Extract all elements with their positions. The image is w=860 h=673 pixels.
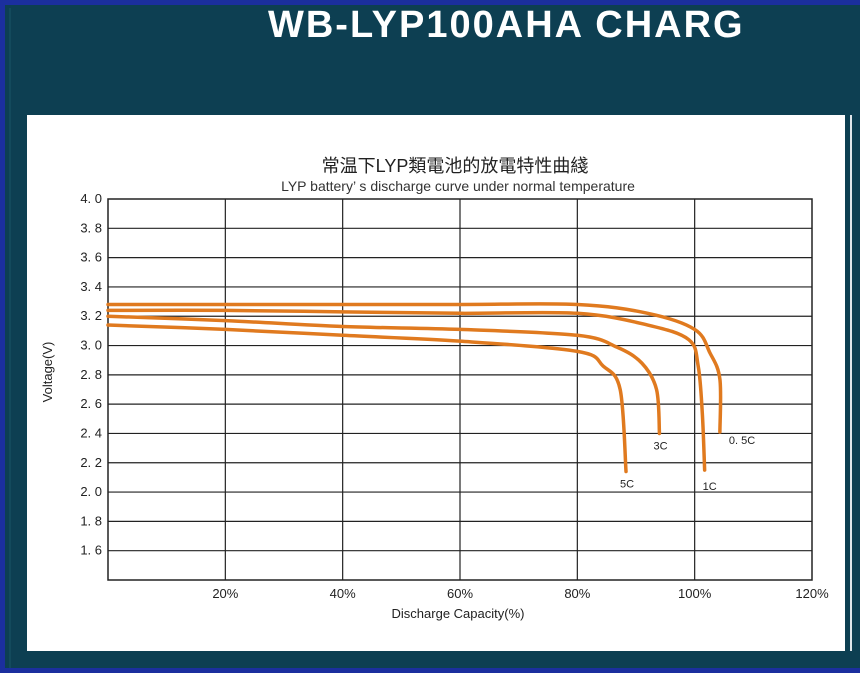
y-tick-label: 2. 2 (80, 455, 102, 470)
chart-title: 常温下LYP類電池的放電特性曲綫 (322, 156, 589, 176)
y-tick-label: 3. 0 (80, 338, 102, 353)
panel-edge (850, 115, 852, 651)
series-label: 1C (703, 481, 717, 493)
x-tick-label: 80% (564, 586, 590, 601)
series-line-3C (106, 314, 662, 436)
x-tick-label: 60% (447, 586, 473, 601)
y-tick-label: 2. 0 (80, 484, 102, 499)
y-tick-label: 2. 6 (80, 396, 102, 411)
x-tick-label: 20% (212, 586, 238, 601)
y-tick-label: 3. 2 (80, 308, 102, 323)
y-tick-label: 1. 6 (80, 543, 102, 558)
y-tick-label: 3. 4 (80, 279, 102, 294)
y-tick-label: 2. 8 (80, 367, 102, 382)
series-label: 0. 5C (729, 435, 755, 447)
y-tick-label: 1. 8 (80, 513, 102, 528)
x-tick-label: 120% (795, 586, 829, 601)
series-line-1C (106, 308, 707, 472)
y-tick-label: 2. 4 (80, 425, 102, 440)
chart-panel (27, 115, 845, 651)
y-tick-label: 3. 8 (80, 220, 102, 235)
chart-subtitle: LYP battery’ s discharge curve under nor… (281, 178, 635, 194)
y-tick-label: 4. 0 (80, 191, 102, 206)
x-axis-label: Discharge Capacity(%) (392, 606, 525, 621)
x-tick-label: 40% (330, 586, 356, 601)
x-tick-label: 100% (678, 586, 712, 601)
y-tick-label: 3. 6 (80, 250, 102, 265)
series-line-05C (106, 302, 723, 434)
series-label: 3C (653, 440, 667, 452)
series-line-5C (106, 323, 628, 474)
series-label: 5C (620, 479, 634, 491)
frame-divider (9, 8, 11, 668)
y-axis-label: Voltage(V) (40, 342, 55, 403)
slide-title: WB-LYP100AHA CHARG (268, 4, 745, 46)
